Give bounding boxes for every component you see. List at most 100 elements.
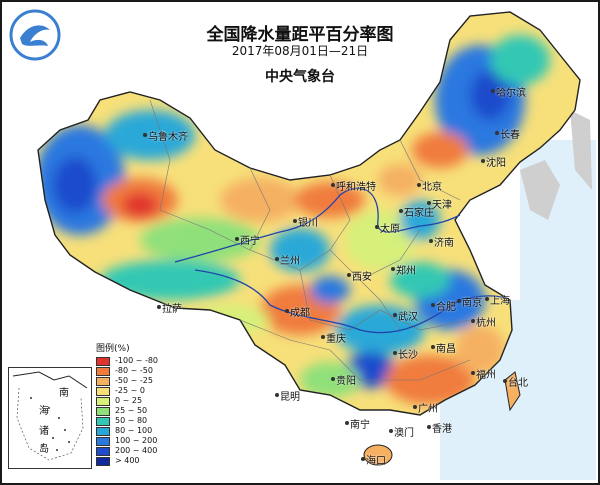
city-label: 重庆 [326, 334, 346, 345]
city-marker [431, 303, 435, 307]
legend-label: -25 ~ 0 [115, 386, 145, 395]
city-label: 合肥 [436, 302, 456, 313]
map-title: 全国降水量距平百分率图 [206, 25, 394, 45]
legend-swatch [96, 376, 110, 386]
city-marker [143, 133, 147, 137]
city-marker [413, 405, 417, 409]
city-marker [321, 335, 325, 339]
city-label: 西宁 [240, 236, 260, 247]
city-label: 海口 [366, 456, 386, 467]
legend-item: 80 ~ 100 [96, 426, 158, 436]
legend-item: 0 ~ 25 [96, 396, 158, 406]
city-label: 贵阳 [336, 376, 356, 387]
city-marker [485, 297, 489, 301]
legend-item: -50 ~ -25 [96, 376, 158, 386]
city-marker [275, 257, 279, 261]
map-date-range: 2017年08月01日—21日 [231, 44, 369, 58]
korea-land [520, 160, 560, 220]
city-label: 兰州 [280, 256, 300, 267]
south-china-sea-inset: 南 海 诸 岛 [8, 367, 92, 469]
city-marker [417, 183, 421, 187]
legend-title: 图例(%) [96, 344, 130, 354]
city-label: 澳门 [394, 428, 414, 439]
city-label: 南宁 [350, 420, 370, 431]
province-borders [149, 99, 471, 381]
map-issuer: 中央气象台 [265, 69, 335, 85]
city-label: 南昌 [436, 344, 456, 355]
city-label: 乌鲁木齐 [148, 132, 188, 143]
cma-logo-icon [9, 9, 61, 61]
legend-item: -80 ~ -50 [96, 366, 158, 376]
legend-swatch [96, 386, 110, 396]
legend-label: 50 ~ 80 [115, 416, 148, 425]
city-marker [345, 421, 349, 425]
city-label: 沈阳 [486, 158, 506, 169]
city-marker [481, 159, 485, 163]
city-label: 西安 [352, 272, 372, 283]
city-marker [361, 457, 365, 461]
map-legend: 图例(%) -100 ~ -80 -80 ~ -50 -50 ~ -25 -25 ~ … [96, 344, 158, 466]
city-label: 石家庄 [404, 208, 434, 219]
city-marker [393, 313, 397, 317]
city-marker [427, 425, 431, 429]
inset-label-3: 诸 [39, 426, 49, 437]
legend-item: -25 ~ 0 [96, 386, 158, 396]
city-marker [431, 345, 435, 349]
city-marker [457, 299, 461, 303]
legend-label: 200 ~ 400 [115, 446, 158, 455]
city-marker [391, 267, 395, 271]
city-label: 长春 [500, 130, 520, 141]
city-label: 郑州 [396, 266, 416, 277]
city-marker [471, 371, 475, 375]
city-label: 天津 [432, 200, 452, 211]
legend-swatch [96, 436, 110, 446]
legend-label: -100 ~ -80 [115, 356, 159, 365]
legend-swatch [96, 406, 110, 416]
city-marker [495, 131, 499, 135]
inset-label-4: 岛 [39, 444, 49, 455]
legend-item: 100 ~ 200 [96, 436, 158, 446]
city-marker [331, 183, 335, 187]
city-marker [347, 273, 351, 277]
city-label: 广州 [418, 404, 438, 415]
city-marker [275, 393, 279, 397]
city-label: 呼和浩特 [336, 182, 376, 193]
city-marker [429, 239, 433, 243]
legend-label: -80 ~ -50 [115, 366, 153, 375]
city-marker [389, 429, 393, 433]
city-label: 香港 [432, 424, 452, 435]
city-marker [491, 89, 495, 93]
city-marker [285, 309, 289, 313]
city-marker [471, 319, 475, 323]
city-marker [235, 237, 239, 241]
city-marker [399, 209, 403, 213]
city-marker [331, 377, 335, 381]
city-label: 成都 [290, 308, 310, 319]
city-marker [157, 305, 161, 309]
legend-swatch [96, 366, 110, 376]
city-marker [503, 379, 507, 383]
legend-label: 80 ~ 100 [115, 426, 153, 435]
legend-swatch [96, 446, 110, 456]
city-marker [375, 225, 379, 229]
city-label: 福州 [476, 370, 496, 381]
city-label: 台北 [508, 378, 528, 389]
country-border [37, 11, 581, 416]
legend-swatch [96, 396, 110, 406]
city-marker [393, 351, 397, 355]
city-label: 银川 [298, 218, 318, 229]
legend-label: 25 ~ 50 [115, 406, 148, 415]
inset-map [12, 371, 88, 461]
city-label: 长沙 [398, 350, 418, 361]
legend-swatch [96, 426, 110, 436]
legend-label: 0 ~ 25 [115, 396, 143, 405]
city-label: 哈尔滨 [496, 88, 526, 99]
legend-item: 50 ~ 80 [96, 416, 158, 426]
inset-label-2: 海 [39, 406, 49, 417]
legend-label: > 400 [115, 456, 140, 465]
city-label: 杭州 [476, 318, 496, 329]
city-label: 昆明 [280, 392, 300, 403]
legend-swatch [96, 416, 110, 426]
city-marker [427, 201, 431, 205]
